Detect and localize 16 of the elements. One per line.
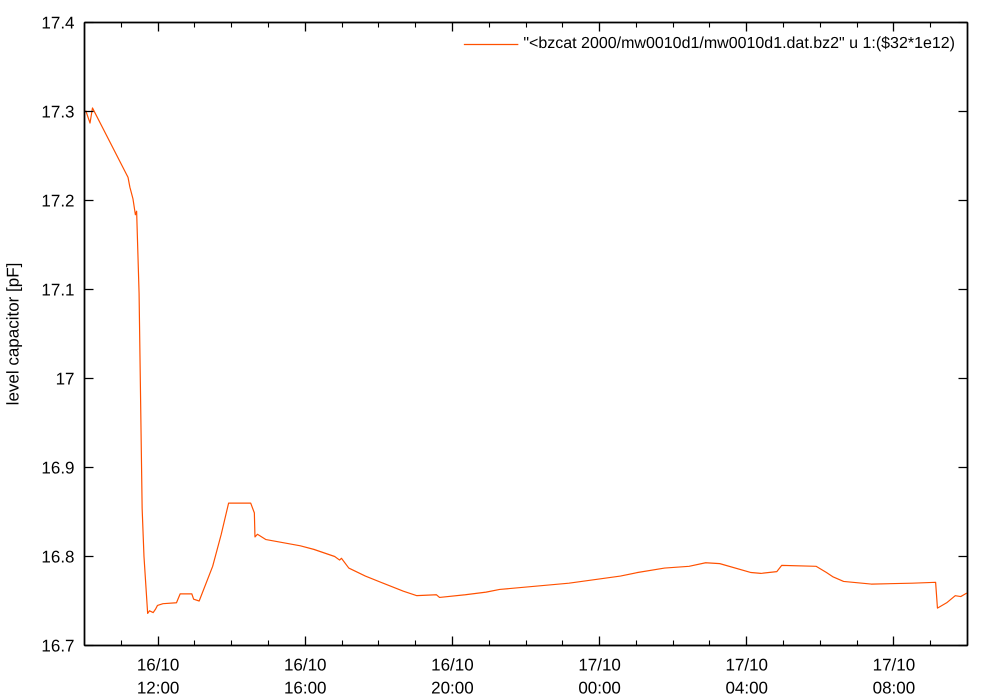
legend-label: "<bzcat 2000/mw0010d1/mw0010d1.dat.bz2" u 1:($32*1e12) bbox=[523, 35, 955, 53]
y-tick-label: 16.7 bbox=[41, 636, 75, 656]
y-tick-label: 17.1 bbox=[41, 280, 75, 300]
x-tick-label: 17/10 08:00 bbox=[872, 656, 916, 698]
x-tick-label: 17/10 04:00 bbox=[725, 656, 768, 698]
y-tick-label: 16.8 bbox=[41, 548, 75, 566]
y-tick-label: 17 bbox=[56, 370, 75, 388]
y-axis-title: level capacitor [pF] bbox=[3, 262, 22, 406]
x-tick-label: 16/10 20:00 bbox=[431, 656, 474, 698]
x-tick-label: 16/10 16:00 bbox=[284, 656, 327, 698]
x-tick-label: 16/10 12:00 bbox=[136, 656, 180, 698]
y-tick-label: 17.3 bbox=[41, 102, 75, 122]
y-tick-label: 17.4 bbox=[41, 14, 75, 32]
y-tick-label: 16.9 bbox=[41, 458, 75, 478]
y-tick-label: 17.2 bbox=[41, 192, 75, 210]
x-tick-label: 17/10 00:00 bbox=[578, 656, 621, 698]
